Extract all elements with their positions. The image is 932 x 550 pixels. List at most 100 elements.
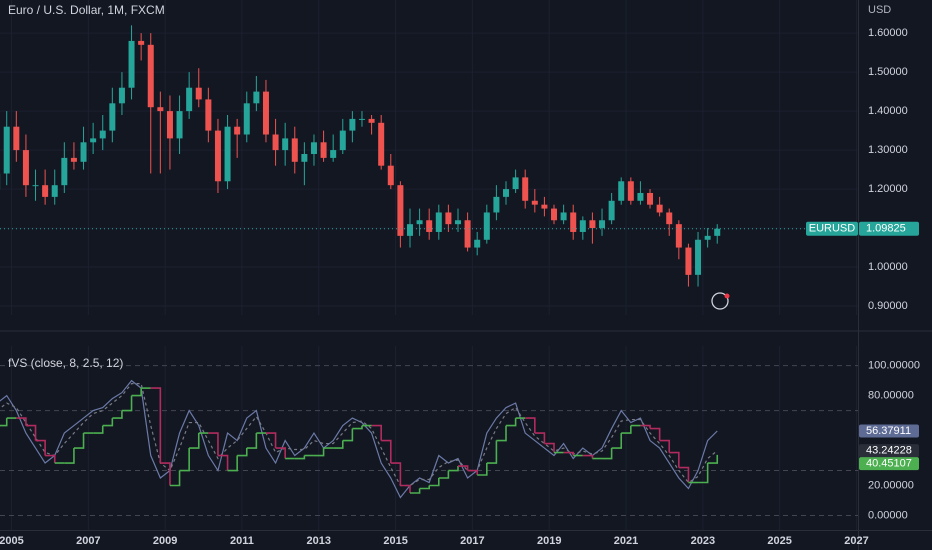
y-tick-label: 0.90000	[868, 300, 908, 312]
candle-body	[32, 185, 39, 187]
indicator-step	[640, 424, 651, 429]
candle-body	[3, 126, 10, 174]
candle-body	[704, 235, 711, 240]
alert-icon[interactable]	[711, 292, 729, 310]
candle-body	[474, 239, 481, 248]
indicator-step	[342, 428, 354, 442]
indicator-step	[265, 432, 277, 449]
candle-body	[138, 40, 145, 45]
indicator-line	[0, 379, 718, 499]
indicator-step	[112, 410, 123, 419]
candle-body	[416, 220, 423, 225]
indicator-step	[333, 440, 344, 449]
x-tick-label: 2023	[691, 535, 715, 547]
x-tick-label: 2013	[307, 535, 331, 547]
candle-body	[70, 157, 77, 162]
candle-body	[310, 142, 317, 154]
y-tick-label: 1.60000	[868, 27, 908, 39]
candle-body	[454, 220, 461, 225]
last-price-label: 1.09825	[866, 223, 906, 235]
candle-body	[291, 138, 298, 162]
y-tick-label: 1.30000	[868, 144, 908, 156]
candle-body	[186, 87, 193, 112]
indicator-step	[525, 417, 536, 434]
indicator-step	[246, 433, 258, 449]
last-value-bg	[859, 444, 919, 458]
indicator-step	[179, 448, 190, 472]
y-tick-label: 100.00000	[868, 360, 920, 372]
indicator-step	[275, 447, 286, 459]
x-tick-label: 2027	[844, 535, 868, 547]
indicator-step	[563, 451, 575, 456]
indicator-step	[35, 439, 46, 456]
candle-body	[42, 185, 49, 197]
last-price-bg	[859, 221, 919, 236]
candle-body	[675, 224, 682, 248]
indicator-step	[352, 425, 363, 430]
candle-body	[330, 150, 337, 158]
candle-body	[647, 192, 654, 205]
candle-body	[243, 103, 250, 135]
indicator-step	[16, 417, 27, 426]
indicator-step	[121, 395, 133, 412]
y-tick-label: 20.00000	[868, 479, 914, 491]
candle-body	[445, 212, 452, 225]
candle-body	[522, 177, 529, 201]
candle-body	[666, 212, 673, 225]
indicator-step	[150, 387, 162, 464]
indicator-step	[217, 454, 229, 471]
indicator-step	[160, 462, 171, 486]
indicator-step	[506, 418, 517, 427]
currency-label: USD	[868, 4, 891, 16]
indicator-step	[189, 433, 200, 449]
indicator-step	[457, 465, 469, 471]
indicator-step	[621, 425, 632, 434]
candle-body	[195, 87, 202, 100]
candle-body	[99, 130, 106, 139]
indicator-step	[582, 454, 594, 459]
candle-body	[320, 142, 327, 158]
indicator-step	[0, 418, 8, 427]
indicator-line	[0, 383, 718, 487]
y-tick-label: 1.50000	[868, 66, 908, 78]
indicator-step	[534, 432, 546, 444]
indicator-step	[102, 418, 114, 427]
x-tick-label: 2021	[614, 535, 638, 547]
candle-body	[339, 130, 346, 151]
indicator-step	[611, 433, 623, 449]
x-tick-label: 2011	[230, 535, 254, 547]
candle-body	[637, 192, 644, 201]
indicator-step	[169, 470, 181, 487]
indicator-step	[371, 424, 382, 441]
candle-body	[560, 212, 567, 221]
indicator-step	[669, 451, 680, 468]
candle-body	[80, 142, 87, 162]
chart-title: Euro / U.S. Dollar, 1M, FXCM	[8, 3, 165, 17]
indicator-step	[678, 466, 690, 483]
candle-body	[483, 212, 490, 240]
candle-body	[262, 91, 269, 135]
candle-body	[695, 239, 702, 275]
candle-body	[214, 130, 221, 182]
candle-body	[406, 224, 413, 236]
candle-body	[503, 189, 510, 197]
indicator-step	[409, 488, 421, 494]
indicator-step	[93, 425, 104, 434]
x-tick-label: 2025	[767, 535, 791, 547]
candle-body	[166, 111, 173, 139]
candle-body	[109, 103, 116, 131]
candle-body	[464, 220, 471, 248]
candle-body	[282, 138, 289, 151]
indicator-step	[208, 432, 219, 456]
candle-body	[608, 200, 615, 221]
x-tick-label: 2007	[76, 535, 100, 547]
candle-body	[301, 153, 308, 162]
candle-body	[224, 126, 231, 182]
candle-body	[176, 111, 183, 139]
indicator-step	[496, 425, 507, 442]
candle-body	[118, 87, 125, 104]
candle-body	[61, 157, 68, 186]
